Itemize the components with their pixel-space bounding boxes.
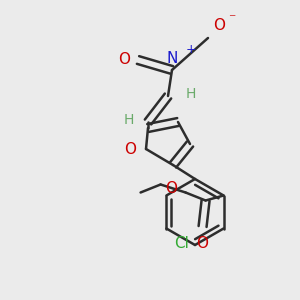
Text: H: H bbox=[186, 87, 196, 101]
Text: +: + bbox=[186, 43, 196, 56]
Text: ⁻: ⁻ bbox=[228, 12, 236, 26]
Text: O: O bbox=[118, 52, 130, 68]
Text: O: O bbox=[124, 142, 136, 157]
Text: O: O bbox=[166, 181, 178, 196]
Text: N: N bbox=[166, 51, 178, 66]
Text: Cl: Cl bbox=[174, 236, 189, 251]
Text: O: O bbox=[196, 236, 208, 251]
Text: H: H bbox=[124, 113, 134, 127]
Text: O: O bbox=[213, 18, 225, 33]
